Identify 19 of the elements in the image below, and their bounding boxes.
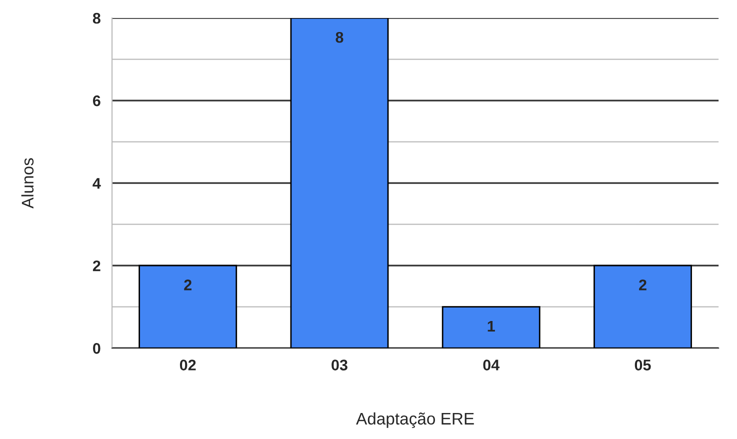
y-axis-title: Alunos	[21, 158, 34, 209]
data-label: 8	[336, 32, 344, 43]
bar	[594, 264, 692, 348]
bar	[290, 18, 389, 348]
x-axis-title: Adaptação ERE	[356, 412, 474, 428]
y-tick-label: 2	[92, 260, 100, 272]
bar	[138, 264, 238, 348]
x-tick-label: 05	[634, 360, 651, 370]
y-tick-label: 8	[92, 12, 100, 24]
y-tick-label: 4	[92, 178, 101, 189]
bar	[442, 306, 540, 348]
data-label: 1	[488, 320, 495, 332]
x-tick-label: 04	[483, 360, 500, 370]
y-tick-label: 0	[93, 342, 100, 354]
x-tick-label: 03	[332, 360, 348, 370]
data-label: 2	[639, 280, 646, 290]
data-label: 2	[184, 280, 192, 290]
y-tick-label: 6	[92, 95, 100, 106]
x-tick-label: 02	[180, 360, 196, 370]
